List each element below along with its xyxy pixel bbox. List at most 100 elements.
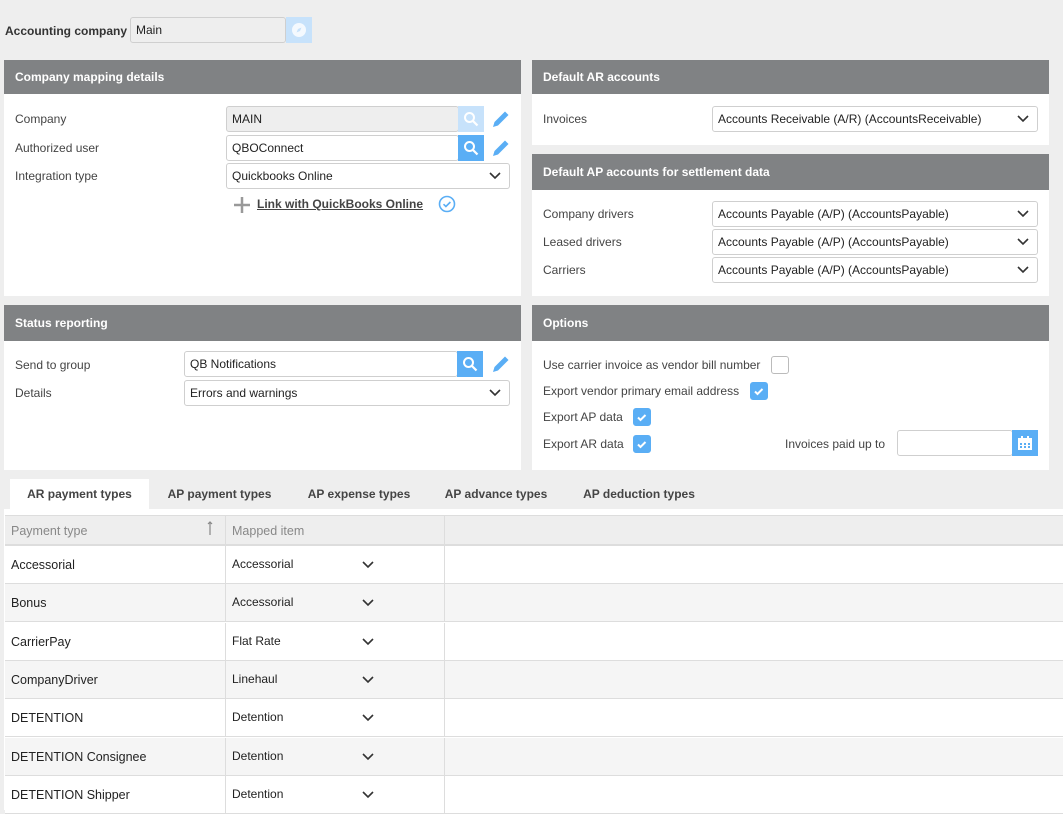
calendar-button[interactable] [1012, 430, 1038, 456]
carriers-label: Carriers [543, 263, 586, 277]
panel-title: Company mapping details [4, 60, 521, 94]
accounting-company-lookup-button[interactable] [286, 17, 312, 43]
chevron-down-icon [362, 791, 374, 798]
payment-type-cell: DETENTION Shipper [11, 787, 130, 802]
ar-accounts-panel: Default AR accounts [532, 60, 1049, 145]
invoices-paid-up-to-field[interactable] [897, 430, 1013, 456]
compass-icon [292, 23, 306, 37]
mapped-item-value: Linehaul [232, 671, 278, 686]
authorized-user-search-button[interactable] [458, 135, 484, 161]
tab-ap-deduction-types[interactable]: AP deduction types [583, 487, 695, 501]
search-icon [464, 112, 479, 127]
export-ar-label: Export AR data [543, 437, 624, 451]
details-select[interactable]: Errors and warnings [184, 380, 510, 406]
mapped-item-select[interactable]: Flat Rate [225, 622, 445, 661]
send-to-group-edit-icon[interactable] [490, 353, 512, 375]
mapped-item-value: Detention [232, 748, 284, 763]
chevron-down-icon [362, 714, 374, 722]
column-header-mapped-item[interactable]: Mapped item [225, 516, 445, 545]
chevron-down-icon [362, 599, 374, 607]
check-icon [637, 414, 647, 422]
authorized-user-field[interactable]: QBOConnect [226, 135, 459, 161]
payment-type-cell: DETENTION Consignee [11, 749, 147, 764]
leased-drivers-value: Accounts Payable (A/P) (AccountsPayable) [718, 235, 949, 249]
export-vendor-email-checkbox[interactable] [750, 382, 768, 400]
integration-type-value: Quickbooks Online [232, 169, 333, 183]
company-label: Company [15, 112, 67, 126]
mapped-item-select[interactable]: Accessorial [225, 546, 445, 584]
send-to-group-field[interactable]: QB Notifications [184, 351, 458, 377]
payment-type-cell: Accessorial [11, 558, 75, 572]
use-carrier-invoice-label: Use carrier invoice as vendor bill numbe… [543, 358, 761, 372]
table-row[interactable]: Accessorial Accessorial [5, 546, 1063, 584]
company-drivers-select[interactable]: Accounts Payable (A/P) (AccountsPayable) [712, 201, 1038, 227]
use-carrier-invoice-checkbox[interactable] [771, 356, 789, 374]
column-label: Payment type [11, 524, 88, 538]
export-ar-checkbox[interactable] [633, 435, 651, 453]
mapped-item-select[interactable]: Detention [225, 699, 445, 738]
leased-drivers-select[interactable]: Accounts Payable (A/P) (AccountsPayable) [712, 229, 1038, 255]
column-header-payment-type[interactable]: Payment type [5, 516, 225, 545]
mapped-item-select[interactable]: Detention [225, 775, 445, 814]
tab-ap-advance-types[interactable]: AP advance types [444, 487, 548, 501]
column-label: Mapped item [232, 524, 305, 538]
link-quickbooks-button[interactable]: Link with QuickBooks Online [257, 197, 424, 211]
sort-ascending-icon [207, 521, 213, 535]
carriers-select[interactable]: Accounts Payable (A/P) (AccountsPayable) [712, 257, 1038, 283]
panel-title: Options [532, 305, 1049, 341]
mapped-item-value: Accessorial [232, 557, 294, 571]
panel-title: Status reporting [4, 305, 521, 341]
table-row[interactable]: DETENTION Shipper Detention [5, 775, 1063, 814]
accounting-company-field[interactable]: Main [130, 17, 286, 43]
tab-ap-payment-types[interactable]: AP payment types [167, 487, 272, 501]
accounting-company-label: Accounting company [5, 24, 128, 38]
export-vendor-email-label: Export vendor primary email address [543, 384, 740, 398]
company-field[interactable]: MAIN [226, 106, 459, 132]
mapped-item-value: Accessorial [232, 595, 294, 610]
company-drivers-value: Accounts Payable (A/P) (AccountsPayable) [718, 207, 949, 221]
table-header: Payment type Mapped item [5, 515, 1063, 546]
chevron-down-icon [489, 172, 501, 180]
table-row[interactable]: CompanyDriver Linehaul [5, 660, 1063, 699]
chevron-down-icon [489, 389, 501, 397]
table-row[interactable]: DETENTION Detention [5, 699, 1063, 738]
table-row[interactable]: CarrierPay Flat Rate [5, 622, 1063, 661]
authorized-user-label: Authorized user [15, 141, 100, 155]
chevron-down-icon [362, 752, 374, 760]
chevron-down-icon [362, 561, 374, 569]
authorized-user-edit-icon[interactable] [490, 137, 512, 159]
table-row[interactable]: Bonus Accessorial [5, 584, 1063, 623]
payment-type-cell: Bonus [11, 596, 47, 611]
company-edit-icon[interactable] [490, 108, 512, 130]
integration-type-label: Integration type [15, 169, 98, 183]
mapped-item-select[interactable]: Detention [225, 737, 445, 776]
chevron-down-icon [1017, 210, 1029, 218]
check-circle-icon [438, 195, 456, 213]
payment-type-cell: CompanyDriver [11, 672, 98, 687]
leased-drivers-label: Leased drivers [543, 235, 622, 249]
invoices-value: Accounts Receivable (A/R) (AccountsRecei… [718, 112, 982, 126]
integration-type-select[interactable]: Quickbooks Online [226, 163, 510, 189]
details-label: Details [15, 386, 52, 400]
carriers-value: Accounts Payable (A/P) (AccountsPayable) [718, 263, 949, 277]
chevron-down-icon [1017, 266, 1029, 274]
mapped-item-select[interactable]: Linehaul [225, 660, 445, 699]
table-row[interactable]: DETENTION Consignee Detention [5, 737, 1063, 776]
invoices-select[interactable]: Accounts Receivable (A/R) (AccountsRecei… [712, 106, 1038, 132]
mapped-item-value: Detention [232, 710, 284, 725]
export-ap-checkbox[interactable] [633, 408, 651, 426]
send-to-group-search-button[interactable] [457, 351, 483, 377]
tab-ar-payment-types[interactable]: AR payment types [10, 479, 149, 509]
calendar-icon [1018, 436, 1032, 450]
tab-ap-expense-types[interactable]: AP expense types [307, 487, 411, 501]
invoices-label: Invoices [543, 112, 588, 126]
check-icon [754, 388, 764, 396]
mapped-item-select[interactable]: Accessorial [225, 584, 445, 623]
chevron-down-icon [362, 676, 374, 684]
company-search-button[interactable] [458, 106, 484, 132]
payment-type-cell: DETENTION [11, 711, 84, 726]
panel-title: Default AR accounts [532, 60, 1049, 94]
mapped-item-value: Flat Rate [232, 633, 281, 648]
invoices-paid-up-to-label: Invoices paid up to [785, 437, 886, 451]
send-to-group-label: Send to group [15, 358, 91, 372]
